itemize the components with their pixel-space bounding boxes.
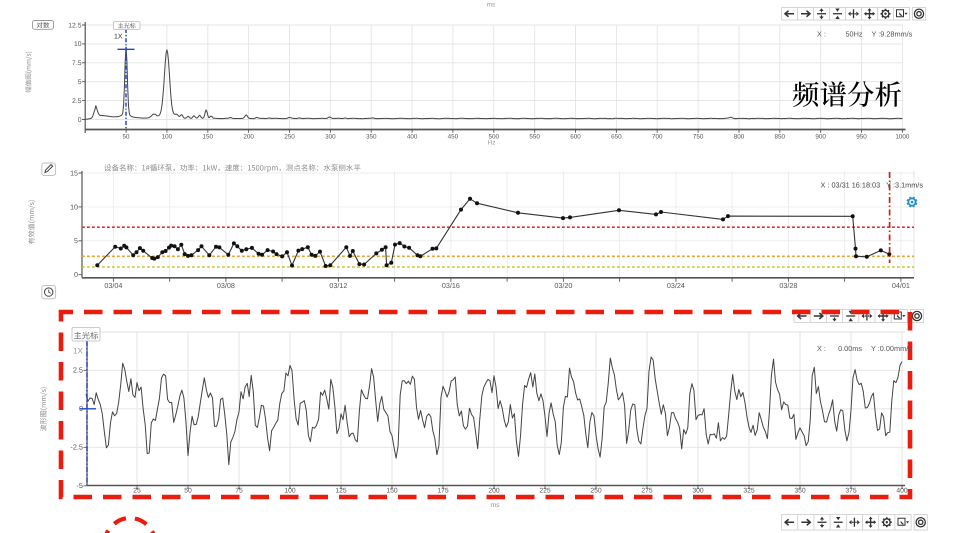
svg-text:150: 150	[386, 488, 398, 495]
svg-text:ms: ms	[490, 502, 500, 509]
svg-text:750: 750	[693, 134, 704, 141]
svg-text:900: 900	[815, 134, 826, 141]
svg-text:15: 15	[70, 169, 78, 177]
svg-text:04/01: 04/01	[892, 281, 910, 290]
svg-text:75: 75	[235, 488, 243, 495]
svg-text:275: 275	[641, 488, 653, 495]
svg-text:500: 500	[489, 134, 500, 141]
svg-text:400: 400	[407, 134, 418, 141]
svg-text:ms: ms	[487, 2, 496, 9]
svg-text:250: 250	[590, 488, 602, 495]
svg-text:700: 700	[652, 134, 663, 141]
svg-text:150: 150	[203, 134, 214, 141]
svg-text:1X: 1X	[73, 347, 83, 356]
svg-text:03/08: 03/08	[217, 281, 235, 290]
svg-text:200: 200	[243, 134, 254, 141]
svg-text:325: 325	[743, 488, 755, 495]
svg-text:Hz: Hz	[488, 140, 496, 147]
svg-text:2.5: 2.5	[73, 366, 83, 375]
svg-text:50: 50	[184, 488, 192, 495]
svg-text:03/28: 03/28	[779, 281, 797, 290]
svg-text:03/12: 03/12	[329, 281, 347, 290]
svg-text:250: 250	[284, 134, 295, 141]
svg-text:0.00ms: 0.00ms	[838, 344, 862, 353]
svg-text:5: 5	[78, 79, 82, 86]
svg-text:550: 550	[529, 134, 540, 141]
svg-text:10: 10	[74, 41, 82, 48]
svg-text:5: 5	[74, 237, 78, 245]
svg-text:Y :0.00mm/s: Y :0.00mm/s	[871, 344, 912, 353]
svg-text:300: 300	[692, 488, 704, 495]
svg-text:-5: -5	[77, 481, 84, 490]
svg-text:350: 350	[794, 488, 806, 495]
svg-text:650: 650	[611, 134, 622, 141]
svg-text:400: 400	[896, 488, 908, 495]
svg-text:03/16: 03/16	[442, 281, 460, 290]
svg-text:12.5: 12.5	[68, 22, 81, 29]
svg-text:850: 850	[775, 134, 786, 141]
svg-text:200: 200	[488, 488, 500, 495]
svg-text:450: 450	[448, 134, 459, 141]
svg-text:1X: 1X	[114, 34, 123, 41]
svg-text:300: 300	[325, 134, 336, 141]
svg-text:50Hz: 50Hz	[845, 30, 862, 39]
svg-text:X :: X :	[817, 30, 826, 39]
svg-text:350: 350	[366, 134, 377, 141]
svg-text:100: 100	[162, 134, 173, 141]
svg-text:375: 375	[845, 488, 857, 495]
svg-text:03/20: 03/20	[554, 281, 572, 290]
svg-text:100: 100	[284, 488, 296, 495]
svg-text:125: 125	[335, 488, 347, 495]
svg-text:600: 600	[570, 134, 581, 141]
svg-text:225: 225	[539, 488, 551, 495]
svg-text:25: 25	[133, 488, 141, 495]
svg-text:03/24: 03/24	[667, 281, 685, 290]
svg-text:175: 175	[437, 488, 449, 495]
svg-text:0: 0	[78, 117, 82, 124]
svg-text:-2.5: -2.5	[70, 443, 83, 452]
svg-text:10: 10	[70, 203, 78, 211]
svg-text:03/04: 03/04	[104, 281, 122, 290]
svg-text:X : 03/31 16:18:03 Y :3.1mm/: X : 03/31 16:18:03 Y :3.1mm/s	[821, 181, 924, 190]
svg-text:50: 50	[123, 134, 131, 141]
svg-text:X :: X :	[817, 344, 826, 353]
svg-text:0: 0	[74, 271, 78, 279]
svg-text:800: 800	[734, 134, 745, 141]
svg-text:950: 950	[856, 134, 867, 141]
svg-text:Y :9.28mm/s: Y :9.28mm/s	[872, 30, 913, 39]
svg-text:2.5: 2.5	[72, 98, 82, 105]
svg-text:1000: 1000	[895, 134, 910, 141]
svg-text:7.5: 7.5	[72, 60, 82, 67]
